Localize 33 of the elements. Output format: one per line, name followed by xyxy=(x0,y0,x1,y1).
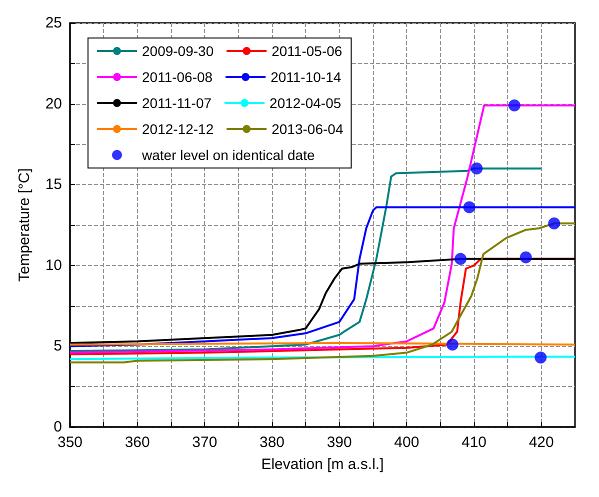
legend-label: 2012-04-05 xyxy=(270,95,342,111)
legend-label: 2011-11-07 xyxy=(142,95,212,111)
legend-label: 2012-12-12 xyxy=(142,121,214,137)
point xyxy=(548,217,560,230)
y-tick-label: 10 xyxy=(45,256,62,274)
legend-label: 2011-10-14 xyxy=(270,69,342,85)
y-tick-label: 25 xyxy=(45,14,62,32)
point xyxy=(508,99,520,112)
legend-label: 2013-06-04 xyxy=(272,121,344,137)
legend-label: 2009-09-30 xyxy=(142,43,214,59)
x-tick-label: 410 xyxy=(461,434,487,451)
legend-label: water level on identical date xyxy=(141,147,315,163)
x-axis-title: Elevation [m a.s.l.] xyxy=(261,456,384,473)
x-tick-label: 350 xyxy=(57,434,83,451)
legend-label: 2011-06-08 xyxy=(142,69,213,85)
point xyxy=(454,252,467,265)
x-tick-label: 400 xyxy=(394,434,420,451)
point xyxy=(446,338,458,351)
y-tick-label: 15 xyxy=(45,176,62,194)
point xyxy=(534,352,547,364)
x-tick-label: 370 xyxy=(192,434,218,451)
y-tick-label: 0 xyxy=(54,418,62,436)
x-tick-label: 380 xyxy=(259,434,285,451)
y-axis-title: Temperature [°C] xyxy=(16,168,33,282)
point xyxy=(463,201,476,214)
point xyxy=(470,162,483,174)
point xyxy=(520,251,532,264)
y-tick-label: 5 xyxy=(54,338,62,355)
x-tick-label: 360 xyxy=(124,434,150,451)
legend-label: 2011-05-06 xyxy=(272,43,342,59)
y-tick-label: 20 xyxy=(45,95,62,112)
x-tick-label: 420 xyxy=(528,434,554,451)
x-tick-label: 390 xyxy=(326,434,352,451)
